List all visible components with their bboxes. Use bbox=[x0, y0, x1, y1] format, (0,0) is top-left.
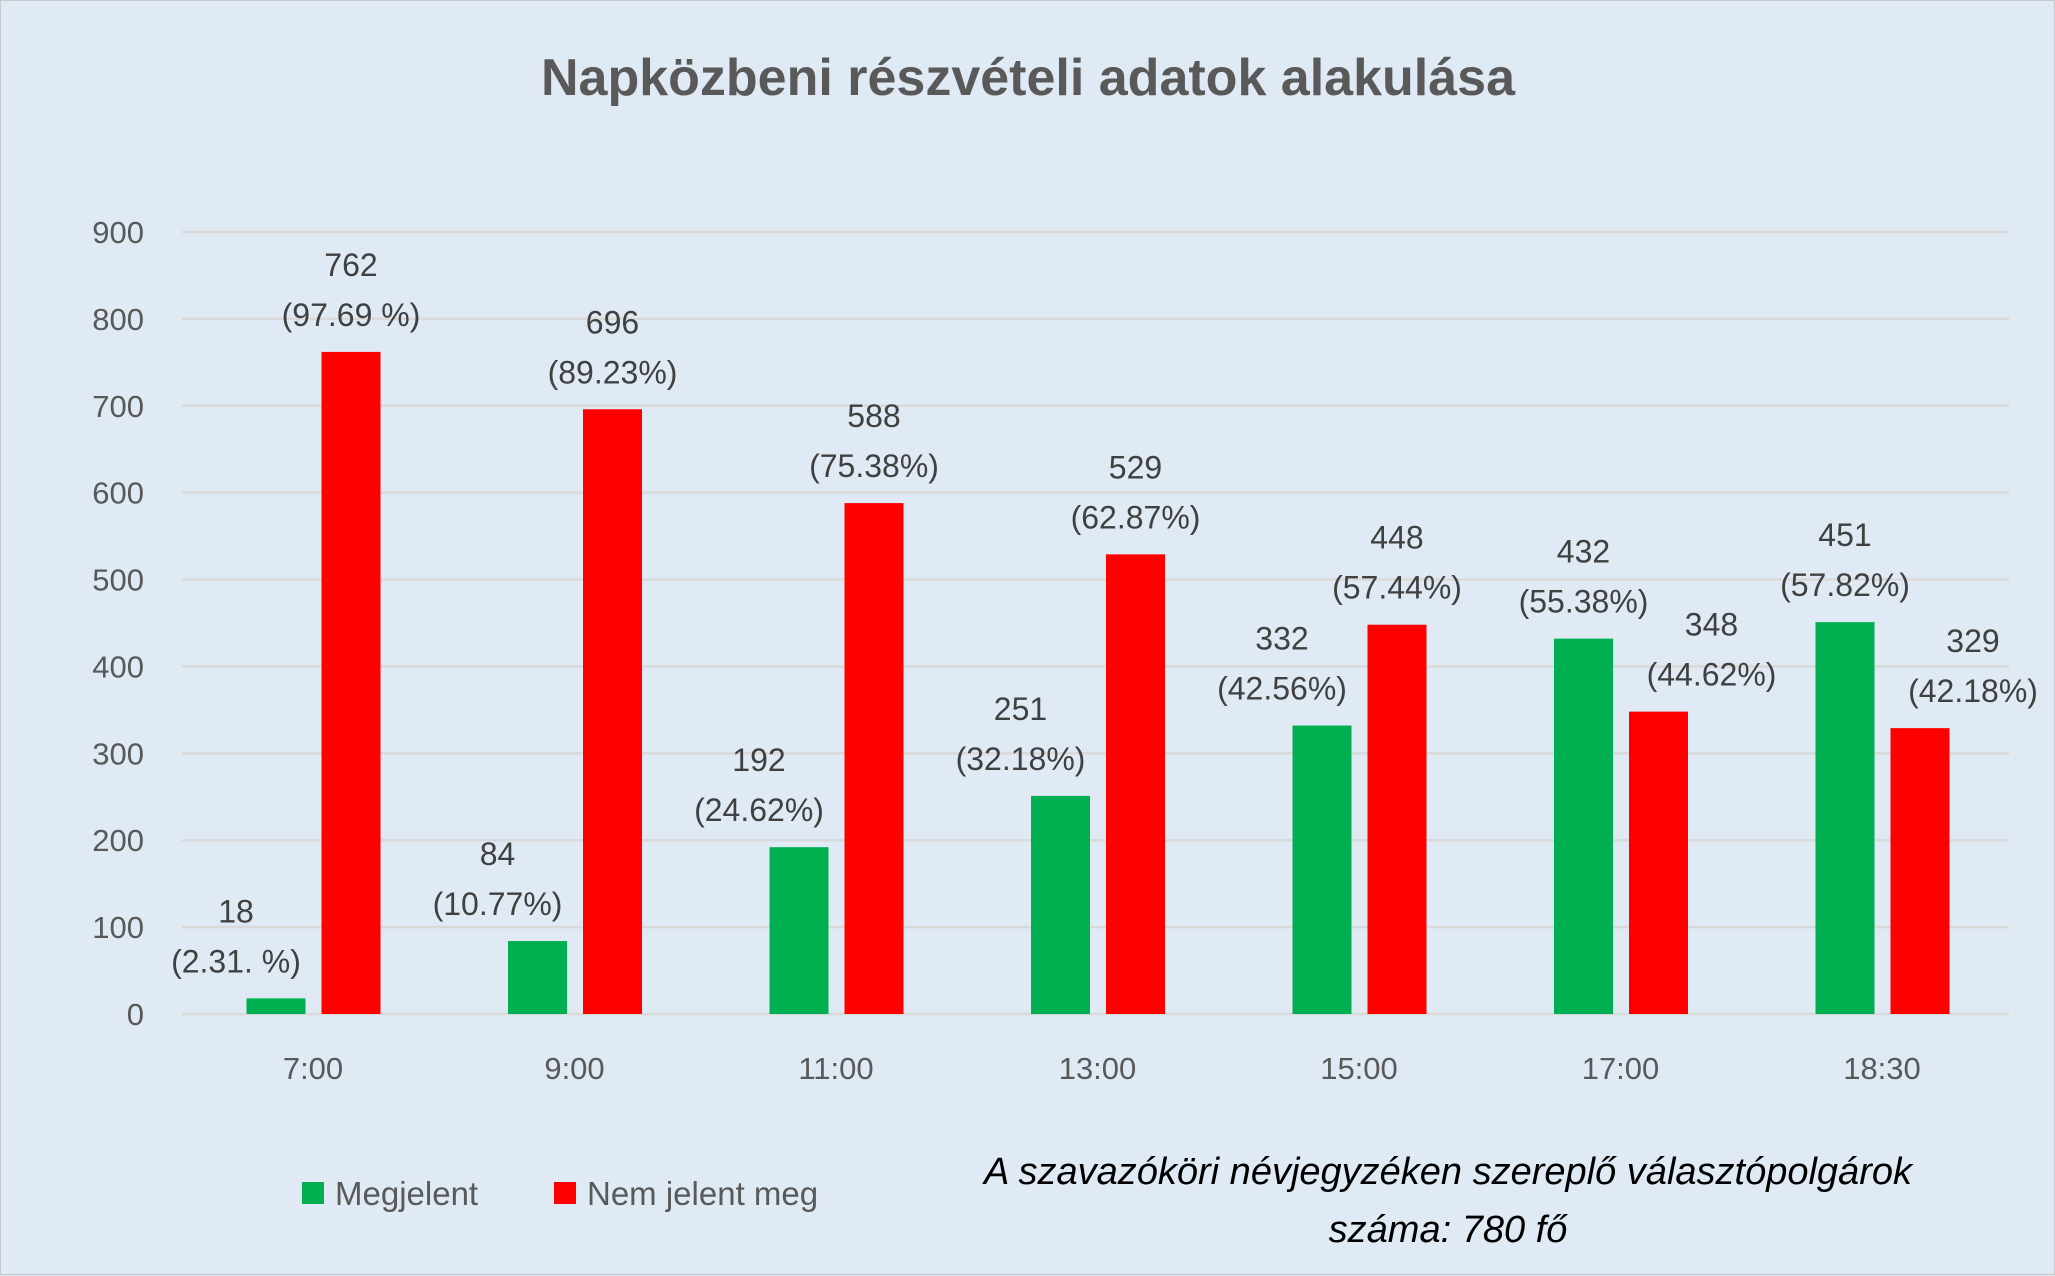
bar-nem-jelent-meg bbox=[1367, 624, 1427, 1014]
legend: Megjelent Nem jelent meg bbox=[302, 1175, 818, 1212]
bar-megjelent bbox=[1292, 725, 1352, 1014]
bar-nem-jelent-meg bbox=[321, 351, 381, 1014]
data-label-percent: (10.77%) bbox=[433, 886, 563, 922]
y-tick-label: 800 bbox=[92, 302, 144, 337]
chart-title: Napközbeni részvételi adatok alakulása bbox=[541, 49, 1516, 107]
x-tick-label: 18:30 bbox=[1843, 1051, 1921, 1086]
y-tick-label: 900 bbox=[92, 215, 144, 250]
bar-nem-jelent-meg bbox=[1629, 711, 1688, 1014]
bar-megjelent bbox=[1554, 638, 1613, 1014]
data-label-percent: (75.38%) bbox=[809, 448, 939, 484]
data-label-value: 588 bbox=[847, 398, 900, 434]
bar-megjelent bbox=[769, 847, 829, 1014]
data-label-value: 451 bbox=[1818, 517, 1871, 553]
data-label-percent: (32.18%) bbox=[956, 741, 1086, 777]
x-tick-label: 15:00 bbox=[1320, 1051, 1398, 1086]
legend-swatch-megjelent bbox=[302, 1182, 324, 1204]
data-label-percent: (57.44%) bbox=[1332, 570, 1462, 606]
data-label-percent: (89.23%) bbox=[548, 354, 678, 390]
data-label-value: 448 bbox=[1370, 520, 1423, 556]
data-label-percent: (42.56%) bbox=[1217, 671, 1347, 707]
bar-nem-jelent-meg bbox=[844, 503, 904, 1014]
data-label-value: 329 bbox=[1946, 623, 1999, 659]
data-label-value: 762 bbox=[324, 247, 377, 283]
data-label-percent: (42.18%) bbox=[1908, 673, 2038, 709]
data-label-percent: (57.82%) bbox=[1780, 567, 1910, 603]
data-label-value: 18 bbox=[218, 893, 254, 929]
legend-label-nem-jelent-meg: Nem jelent meg bbox=[587, 1175, 818, 1212]
data-label-value: 348 bbox=[1685, 607, 1738, 643]
x-tick-label: 13:00 bbox=[1059, 1051, 1137, 1086]
data-label-value: 529 bbox=[1109, 449, 1162, 485]
y-tick-label: 0 bbox=[127, 997, 144, 1032]
data-label-percent: (97.69 %) bbox=[282, 297, 421, 333]
bar-megjelent bbox=[246, 998, 306, 1014]
y-tick-label: 200 bbox=[92, 823, 144, 858]
bar-megjelent bbox=[1815, 622, 1875, 1014]
y-tick-label: 100 bbox=[92, 910, 144, 945]
annotation-line-1: A szavazóköri névjegyzéken szereplő vála… bbox=[982, 1151, 1914, 1193]
legend-swatch-nem-jelent-meg bbox=[554, 1182, 576, 1204]
legend-label-megjelent: Megjelent bbox=[335, 1175, 478, 1212]
annotation-line-2: száma: 780 fő bbox=[1329, 1209, 1569, 1251]
bar-megjelent bbox=[508, 941, 567, 1014]
data-label-percent: (55.38%) bbox=[1519, 584, 1649, 620]
y-tick-label: 400 bbox=[92, 649, 144, 684]
data-label-value: 696 bbox=[586, 304, 639, 340]
data-label-percent: (24.62%) bbox=[694, 792, 824, 828]
x-tick-label: 17:00 bbox=[1582, 1051, 1660, 1086]
y-tick-label: 300 bbox=[92, 736, 144, 771]
data-label-value: 251 bbox=[994, 691, 1047, 727]
x-tick-label: 11:00 bbox=[798, 1051, 873, 1086]
data-label-value: 432 bbox=[1557, 534, 1610, 570]
y-tick-label: 500 bbox=[92, 563, 144, 598]
data-label-value: 84 bbox=[480, 836, 516, 872]
data-label-percent: (62.87%) bbox=[1071, 499, 1201, 535]
data-label-value: 332 bbox=[1255, 621, 1308, 657]
bar-nem-jelent-meg bbox=[583, 409, 642, 1015]
bar-nem-jelent-meg bbox=[1106, 554, 1165, 1014]
data-label-percent: (2.31. %) bbox=[171, 943, 301, 979]
bar-nem-jelent-meg bbox=[1890, 728, 1950, 1014]
y-tick-label: 600 bbox=[92, 476, 144, 511]
data-label-value: 192 bbox=[732, 742, 785, 778]
data-label-percent: (44.62%) bbox=[1647, 657, 1777, 693]
bar-megjelent bbox=[1031, 795, 1090, 1014]
x-tick-label: 9:00 bbox=[544, 1051, 604, 1086]
y-tick-label: 700 bbox=[92, 389, 144, 424]
x-tick-label: 7:00 bbox=[283, 1051, 343, 1086]
